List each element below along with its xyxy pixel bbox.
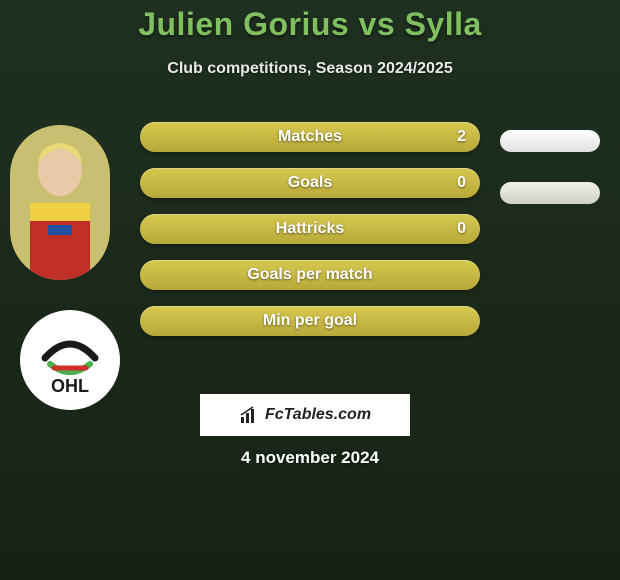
bar-label: Min per goal [263,312,357,330]
bar-goals-per-match: Goals per match [140,260,480,290]
stats-bars: Matches 2 Goals 0 Hattricks 0 Goals per … [140,122,480,352]
bar-label: Goals per match [247,266,372,284]
date-text: 4 november 2024 [0,448,620,468]
chart-icon [239,405,259,425]
player-photo [10,125,110,280]
comparison-pill-2 [500,182,600,204]
bar-min-per-goal: Min per goal [140,306,480,336]
bar-label: Goals [288,174,332,192]
page-subtitle: Club competitions, Season 2024/2025 [0,60,620,78]
bar-goals: Goals 0 [140,168,480,198]
comparison-pill-1 [500,130,600,152]
page-title: Julien Gorius vs Sylla [0,6,620,43]
bar-value: 2 [457,128,466,146]
svg-text:OHL: OHL [51,376,89,396]
watermark: FcTables.com [200,394,410,436]
bar-value: 0 [457,174,466,192]
bar-value: 0 [457,220,466,238]
club-logo: OHL [20,310,120,410]
player-silhouette-icon [10,125,110,280]
bar-hattricks: Hattricks 0 [140,214,480,244]
watermark-text: FcTables.com [265,406,371,424]
bar-matches: Matches 2 [140,122,480,152]
bar-label: Matches [278,128,342,146]
bar-label: Hattricks [276,220,344,238]
club-logo-icon: OHL [30,320,110,400]
